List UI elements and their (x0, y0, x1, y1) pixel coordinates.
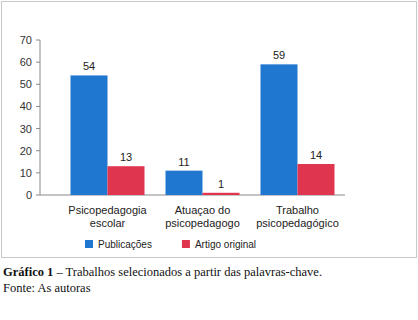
y-tick (36, 62, 40, 63)
chart-frame (2, 2, 417, 258)
bar (166, 171, 203, 195)
legend-swatch (85, 240, 93, 248)
legend-label: Publicações (98, 239, 152, 250)
legend-label: Artigo original (195, 239, 256, 250)
y-tick-label: 10 (20, 167, 32, 179)
bar (261, 64, 298, 195)
label-line: psicopedagogo (165, 217, 240, 229)
x-tick-label: Atuaçao dopsicopedagogo (165, 204, 240, 229)
label-line: Atuaçao do (175, 204, 231, 216)
y-tick (36, 128, 40, 129)
caption: Gráfico 1 – Trabalhos selecionados a par… (3, 265, 322, 279)
y-tick (36, 84, 40, 85)
data-label: 11 (178, 156, 189, 168)
bar (108, 166, 145, 195)
bars (71, 64, 335, 195)
y-tick-label: 50 (20, 78, 32, 90)
y-axis (40, 40, 41, 195)
x-tick-label: Trabalhopsicopedagógico (256, 204, 339, 229)
y-tick (36, 106, 40, 107)
caption-rest: – Trabalhos selecionados a partir das pa… (53, 265, 322, 279)
data-label: 59 (273, 49, 285, 61)
data-label: 54 (83, 60, 95, 72)
label-line: psicopedagógico (256, 217, 339, 229)
label-line: escolar (90, 217, 126, 229)
data-label: 13 (120, 151, 132, 163)
bar (203, 193, 240, 195)
bar (71, 75, 108, 195)
y-tick-label: 70 (20, 34, 32, 46)
bar (298, 164, 335, 195)
y-tick (36, 40, 40, 41)
label-line: Trabalho (276, 204, 319, 216)
y-tick-label: 60 (20, 56, 32, 68)
y-tick-label: 30 (20, 123, 32, 135)
caption-bold: Gráfico 1 (3, 265, 53, 279)
y-tick (36, 150, 40, 151)
y-tick-label: 0 (26, 189, 32, 201)
y-tick (36, 172, 40, 173)
legend-swatch (182, 240, 190, 248)
source: Fonte: As autoras (3, 281, 91, 295)
chart: 0 10 20 30 40 50 60 70 54 11 59 13 1 14 Psicopedagogia… (0, 0, 418, 320)
y-tick (36, 195, 40, 196)
data-label: 14 (310, 149, 322, 161)
y-tick-label: 20 (20, 145, 32, 157)
label-line: Psicopedagogia (68, 204, 147, 216)
y-tick-label: 40 (20, 100, 32, 112)
x-tick-label: Psicopedagogiaescolar (68, 204, 147, 229)
data-label: 1 (218, 178, 224, 190)
